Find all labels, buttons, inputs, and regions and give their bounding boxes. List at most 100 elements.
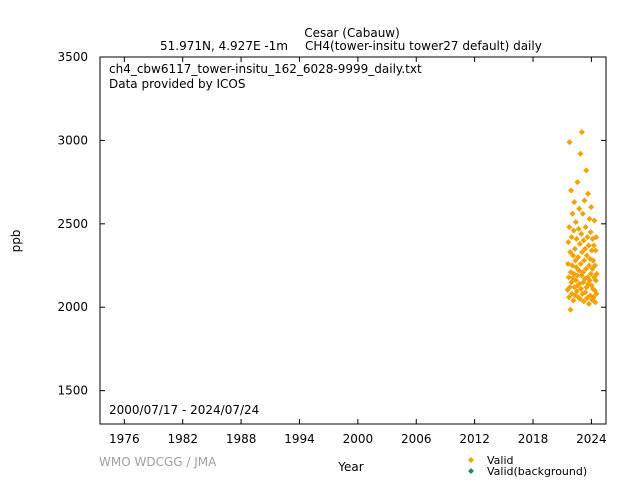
x-axis: 1976 1982 1988 1994 2000 2006 2012 2018 2024	[109, 57, 607, 446]
data-point-valid	[573, 288, 580, 295]
location-label: 51.971N, 4.927E -1m	[160, 39, 288, 53]
y-tick-label: 3500	[57, 50, 88, 64]
data-point-valid	[567, 249, 574, 256]
legend-label-valid-background: Valid(background)	[487, 465, 587, 478]
legend-marker-valid-background	[468, 468, 474, 474]
data-point-valid	[582, 289, 589, 296]
data-point-valid	[566, 224, 573, 231]
data-point-valid	[576, 205, 583, 212]
data-point-valid	[588, 204, 595, 211]
data-point-valid	[573, 277, 580, 284]
data-point-valid	[577, 150, 584, 157]
data-point-valid	[571, 199, 578, 206]
data-point-valid	[587, 229, 594, 236]
data-point-valid	[573, 235, 580, 242]
legend-marker-valid	[468, 457, 474, 463]
data-point-valid	[585, 300, 592, 307]
data-point-valid	[585, 242, 592, 249]
data-point-valid	[584, 190, 591, 197]
x-tick-label: 2018	[518, 432, 549, 446]
data-point-valid	[582, 245, 589, 252]
x-tick-label: 1982	[167, 432, 198, 446]
x-tick-label: 1976	[109, 432, 140, 446]
y-tick-label: 3000	[57, 133, 88, 147]
data-point-valid	[569, 210, 576, 217]
data-point-valid	[593, 234, 600, 241]
y-tick-label: 2500	[57, 217, 88, 231]
data-point-valid	[568, 234, 575, 241]
data-description: CH4(tower-insitu tower27 default) daily	[305, 39, 542, 53]
data-point-valid	[586, 215, 593, 222]
data-point-valid	[566, 294, 573, 301]
data-point-valid	[592, 299, 599, 306]
data-point-valid	[570, 252, 577, 259]
data-point-valid	[593, 270, 600, 277]
data-point-valid	[567, 306, 574, 313]
data-point-valid	[587, 270, 594, 277]
x-tick-label: 2012	[459, 432, 490, 446]
y-axis: 1500 2000 2500 3000 3500	[57, 50, 606, 398]
legend: Valid Valid(background)	[468, 454, 587, 478]
data-point-valid	[582, 265, 589, 272]
site-name: Cesar (Cabauw)	[304, 26, 400, 40]
data-point-valid	[590, 294, 597, 301]
data-point-valid	[572, 219, 579, 226]
y-tick-label: 1500	[57, 384, 88, 398]
data-point-valid	[570, 297, 577, 304]
data-point-valid	[590, 242, 597, 249]
data-points	[564, 129, 600, 313]
data-point-valid	[590, 257, 597, 264]
data-point-valid	[578, 230, 585, 237]
data-point-valid	[575, 254, 582, 261]
data-point-valid	[574, 179, 581, 186]
data-point-valid	[584, 234, 591, 241]
data-point-valid	[568, 187, 575, 194]
data-point-valid	[577, 295, 584, 302]
x-tick-label: 1988	[226, 432, 257, 446]
data-point-valid	[565, 274, 572, 281]
data-point-valid	[570, 227, 577, 234]
data-point-valid	[575, 225, 582, 232]
data-point-valid	[583, 167, 590, 174]
credit-label: WMO WDCGG / JMA	[99, 455, 217, 469]
x-tick-label: 2024	[576, 432, 607, 446]
plot-frame	[99, 56, 607, 425]
y-axis-label: ppb	[9, 230, 23, 253]
data-point-valid	[577, 285, 584, 292]
data-point-valid	[579, 210, 586, 217]
data-point-valid	[576, 240, 583, 247]
data-point-valid	[583, 252, 590, 259]
data-point-valid	[588, 247, 595, 254]
data-point-valid	[592, 247, 599, 254]
data-point-valid	[580, 269, 587, 276]
data-point-valid	[592, 262, 599, 269]
legend-label-valid: Valid	[487, 454, 514, 467]
data-point-valid	[581, 257, 588, 264]
x-tick-label: 1994	[284, 432, 315, 446]
x-tick-label: 2000	[343, 432, 374, 446]
data-point-valid	[592, 277, 599, 284]
data-point-valid	[593, 290, 600, 297]
data-point-valid	[571, 245, 578, 252]
data-point-valid	[579, 249, 586, 256]
data-point-valid	[565, 239, 572, 246]
data-point-valid	[566, 284, 573, 291]
data-point-valid	[591, 217, 598, 224]
x-tick-label: 2006	[401, 432, 432, 446]
data-point-valid	[582, 224, 589, 231]
data-point-valid	[578, 129, 585, 136]
data-point-valid	[580, 237, 587, 244]
data-point-valid	[586, 277, 593, 284]
data-point-valid	[577, 260, 584, 267]
data-point-valid	[574, 272, 581, 279]
data-point-valid	[566, 139, 573, 146]
period-annotation: 2000/07/17 - 2024/07/24	[109, 403, 259, 417]
provider-annotation: Data provided by ICOS	[109, 77, 245, 91]
data-point-valid	[580, 298, 587, 305]
data-point-valid	[581, 197, 588, 204]
y-tick-label: 2000	[57, 300, 88, 314]
filename-annotation: ch4_cbw6117_tower-insitu_162_6028-9999_d…	[109, 62, 422, 76]
x-axis-label: Year	[337, 460, 363, 474]
data-point-valid	[586, 262, 593, 269]
